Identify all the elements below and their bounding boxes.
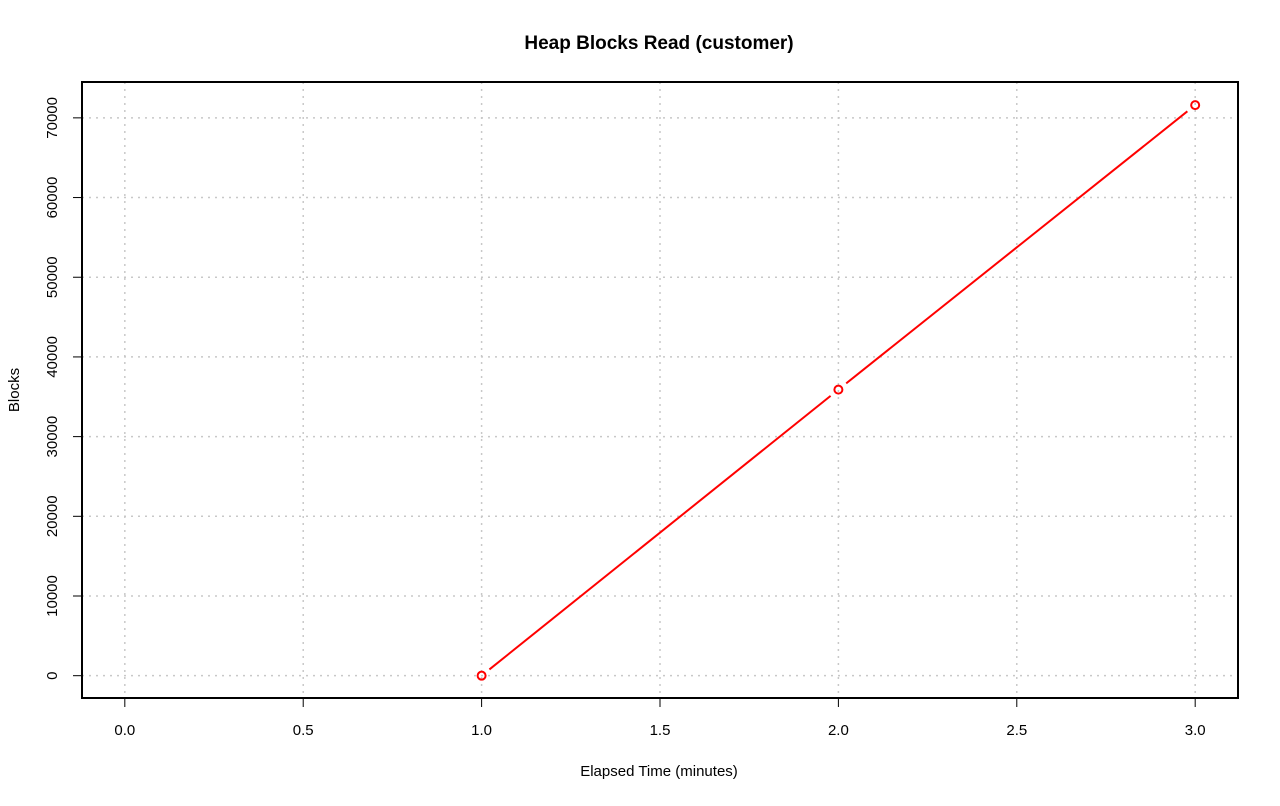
x-tick-label: 0.5 <box>293 722 314 739</box>
y-tick-label: 0 <box>44 672 61 680</box>
series-line-segment <box>488 395 832 671</box>
data-point <box>833 384 844 395</box>
data-point <box>476 670 487 681</box>
grid-lines <box>82 82 1238 698</box>
y-tick-label: 50000 <box>44 256 61 298</box>
y-tick-label: 30000 <box>44 416 61 458</box>
y-tick-label: 40000 <box>44 336 61 378</box>
data-point <box>1190 100 1201 111</box>
x-tick-label: 0.0 <box>114 722 135 739</box>
x-tick-label: 1.5 <box>650 722 671 739</box>
chart-title: Heap Blocks Read (customer) <box>524 33 793 54</box>
x-tick-label: 2.5 <box>1006 722 1027 739</box>
x-axis-label: Elapsed Time (minutes) <box>580 763 738 780</box>
y-axis-label: Blocks <box>6 368 23 412</box>
x-axis: 0.0 0.5 1.0 1.5 2.0 2.5 3.0 <box>114 698 1206 739</box>
x-tick-label: 2.0 <box>828 722 849 739</box>
x-tick-label: 3.0 <box>1185 722 1206 739</box>
y-axis: 0 10000 20000 30000 40000 50000 60000 70000 <box>44 97 82 680</box>
x-tick-label: 1.0 <box>471 722 492 739</box>
y-tick-label: 60000 <box>44 177 61 219</box>
y-tick-label: 10000 <box>44 575 61 617</box>
y-tick-label: 20000 <box>44 495 61 537</box>
series-line-segment <box>845 110 1188 385</box>
y-tick-label: 70000 <box>44 97 61 139</box>
series-layer <box>476 100 1201 681</box>
